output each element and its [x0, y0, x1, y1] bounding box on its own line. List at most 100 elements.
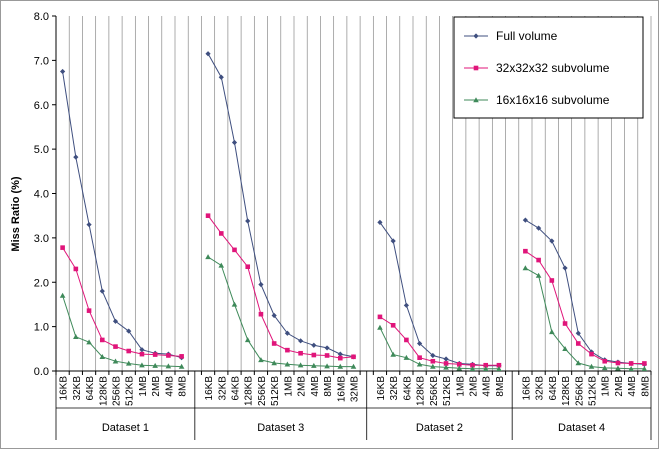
x-category-label: 512KB [588, 376, 599, 406]
data-point [337, 355, 343, 361]
data-point [337, 363, 344, 369]
data-point [86, 308, 92, 313]
data-point [139, 351, 145, 357]
data-point [337, 351, 343, 357]
x-category-label: 16KB [521, 376, 532, 401]
data-point [377, 219, 383, 225]
x-category-label: 512KB [442, 376, 453, 406]
data-point [218, 231, 224, 236]
data-point [244, 337, 251, 343]
x-category-label: 1MB [601, 376, 612, 397]
data-point [473, 33, 479, 39]
data-point [112, 358, 119, 364]
data-point [298, 338, 304, 344]
x-category-label: 32KB [72, 376, 83, 401]
data-point [258, 311, 264, 317]
x-category-label: 4MB [627, 376, 638, 397]
data-point [284, 361, 291, 367]
data-point [86, 221, 92, 228]
series-lines [59, 51, 648, 371]
legend-label: 32x32x32 subvolume [496, 61, 610, 75]
data-point [351, 354, 356, 360]
legend-label: Full volume [496, 29, 558, 43]
data-point [152, 362, 158, 368]
x-axis-labels: 16KB 32KB 64KB 128KB 256KB 512KB 1MB 2MB 4MB 8MB 1… [59, 376, 652, 434]
data-point [179, 354, 184, 359]
data-point [205, 254, 211, 260]
data-point [575, 360, 582, 366]
series-line [207, 53, 354, 358]
data-point [165, 363, 172, 369]
series-line [525, 267, 645, 370]
data-point [245, 218, 251, 224]
data-point [99, 354, 106, 359]
x-category-label: 512KB [270, 376, 281, 406]
series-line [525, 250, 645, 364]
x-category-label: 128KB [244, 376, 255, 406]
data-point [404, 337, 409, 343]
data-point [523, 248, 528, 254]
series-line [379, 316, 499, 366]
x-category-label: 8MB [178, 376, 189, 397]
data-point [390, 351, 396, 357]
data-point [417, 355, 422, 360]
x-category-label: 16KB [376, 376, 387, 401]
data-point [496, 362, 502, 368]
data-point [218, 262, 225, 268]
data-point [642, 361, 647, 366]
data-point [549, 238, 555, 244]
data-point [298, 350, 303, 356]
data-point [615, 365, 621, 371]
y-tick-label: 1.0 [34, 322, 49, 334]
data-point [456, 362, 462, 367]
series-line [62, 71, 182, 359]
data-point [536, 257, 541, 263]
data-point [443, 356, 449, 362]
data-point [602, 358, 608, 364]
data-point [473, 97, 479, 103]
data-point [470, 362, 475, 368]
data-point [473, 65, 479, 71]
x-category-label: 8MB [640, 376, 651, 397]
data-point [562, 265, 568, 271]
data-point [628, 365, 634, 371]
data-point [245, 264, 251, 270]
data-point [641, 365, 648, 371]
x-category-label: 1MB [138, 376, 149, 397]
x-category-label: 32KB [535, 376, 546, 401]
x-category-label: 64KB [231, 376, 242, 401]
y-tick-label: 0.0 [34, 366, 49, 378]
data-point [311, 352, 317, 358]
data-point [589, 351, 594, 357]
data-point [125, 360, 132, 366]
y-tick-label: 6.0 [34, 100, 49, 112]
data-point [166, 353, 171, 358]
data-point [324, 345, 330, 351]
data-point [258, 357, 264, 363]
data-point [126, 328, 132, 334]
x-category-label: 256KB [429, 376, 440, 406]
data-point [60, 245, 65, 250]
data-point [522, 265, 529, 271]
group-label: Dataset 3 [257, 422, 304, 434]
x-category-label: 16KB [59, 376, 70, 401]
data-point [152, 352, 158, 357]
data-point [562, 346, 568, 352]
data-point [403, 302, 409, 308]
data-point [403, 354, 410, 360]
data-point [99, 337, 105, 343]
data-point [469, 365, 476, 371]
x-category-label: 16KB [204, 376, 215, 401]
data-point [178, 363, 185, 369]
data-point [390, 322, 396, 328]
data-point [377, 314, 383, 320]
data-point [285, 347, 290, 353]
data-point [218, 74, 224, 80]
y-tick-label: 3.0 [34, 233, 49, 245]
data-point [496, 365, 502, 371]
data-point [549, 278, 555, 283]
x-category-label: 256KB [574, 376, 585, 406]
data-point [628, 361, 634, 366]
data-point [59, 292, 66, 298]
